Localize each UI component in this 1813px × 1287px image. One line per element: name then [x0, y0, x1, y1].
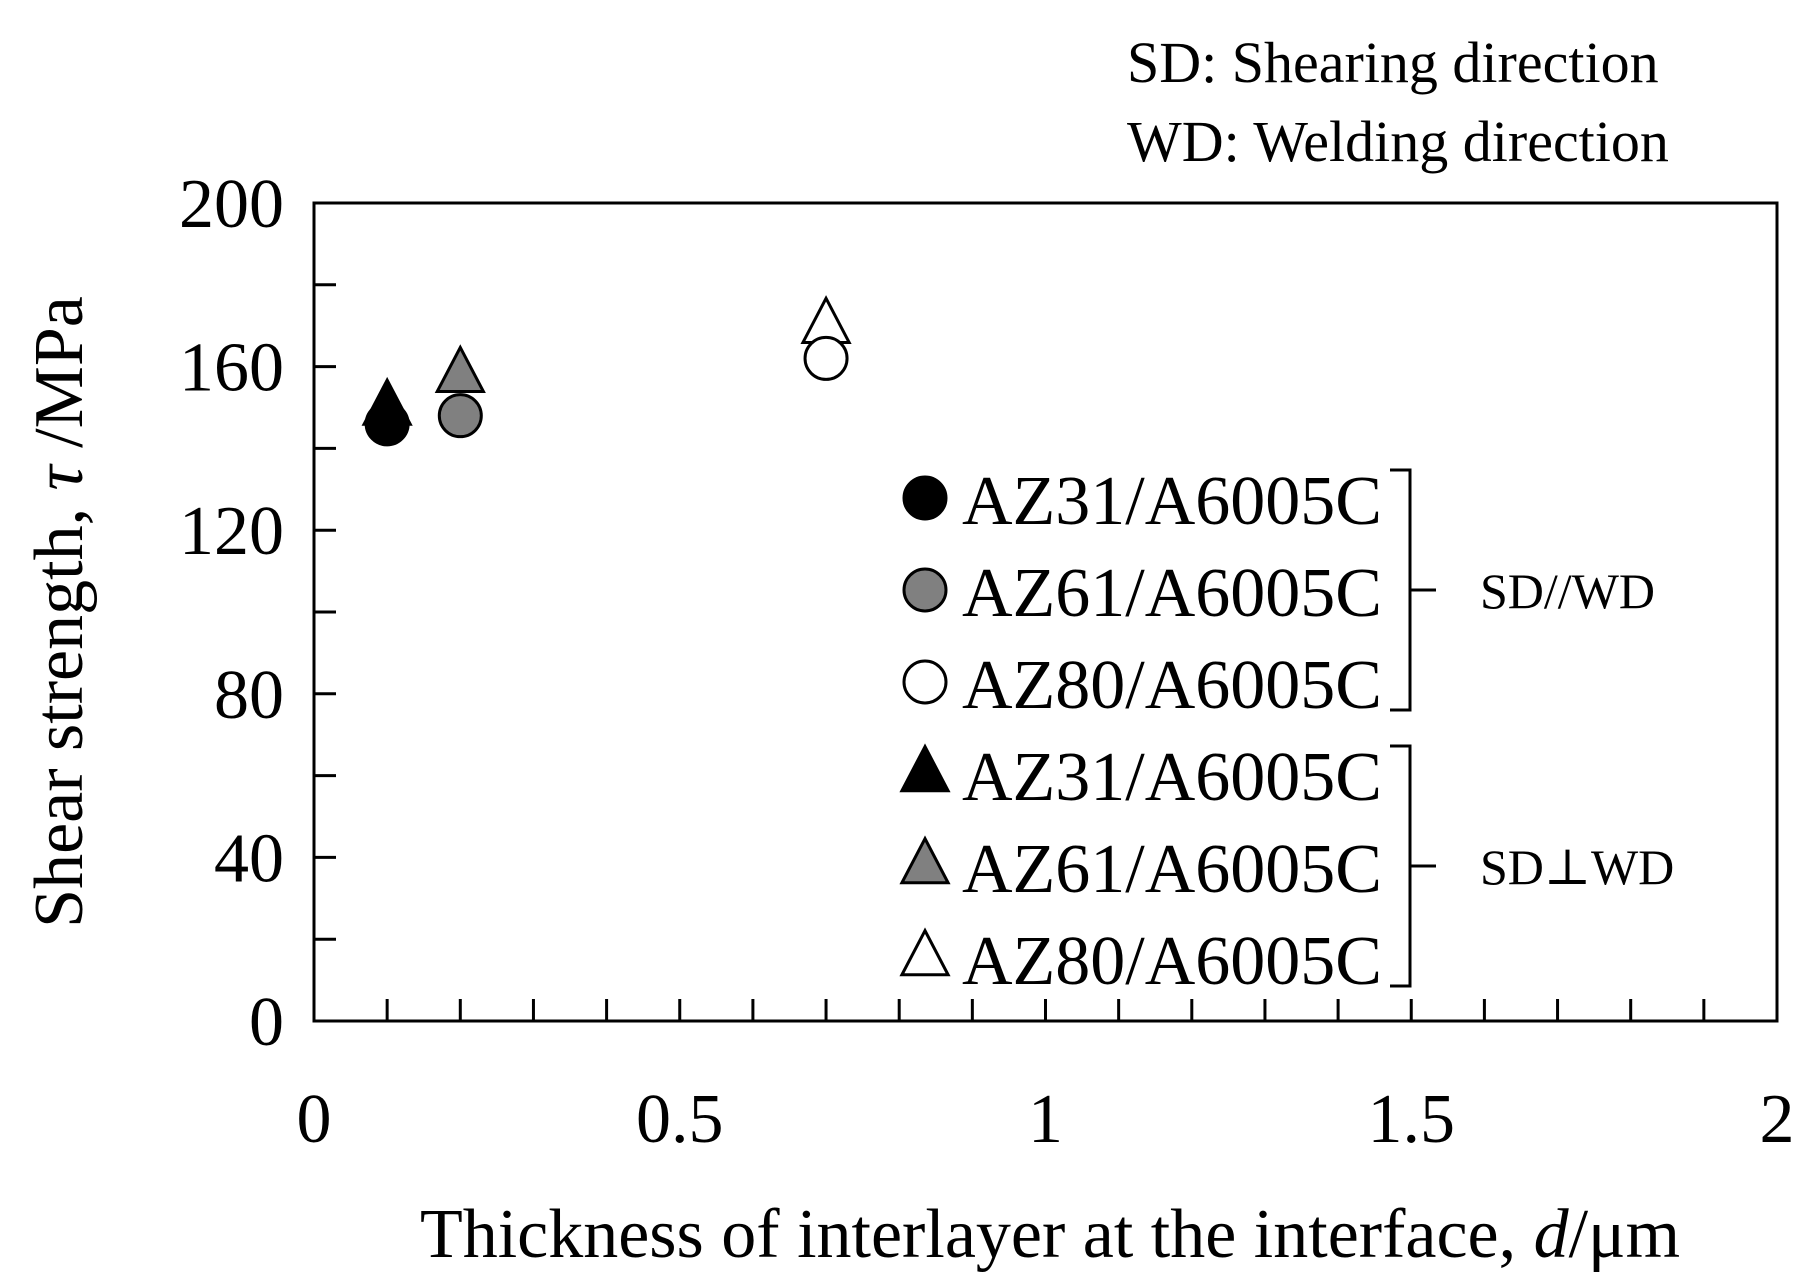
y-tick-label: 40 — [214, 820, 284, 897]
legend-group-bracket-parallel-label: SD//WD — [1480, 563, 1655, 619]
y-tick-label: 0 — [249, 984, 284, 1061]
legend-marker — [899, 835, 951, 885]
legend-label: AZ80/A6005C — [962, 923, 1382, 1000]
data-point-triangle — [434, 344, 486, 394]
legend-marker — [902, 475, 948, 521]
legend-label: AZ80/A6005C — [962, 647, 1382, 724]
x-tick-label: 2 — [1760, 1081, 1795, 1158]
y-axis-title: Shear strength, τ /MPa — [21, 296, 98, 928]
x-tick-label: 0 — [297, 1081, 332, 1158]
legend-label: AZ61/A6005C — [962, 555, 1382, 632]
legend-label: AZ31/A6005C — [962, 739, 1382, 816]
legend-marker — [899, 927, 951, 977]
y-tick-label: 120 — [179, 493, 284, 570]
data-point-triangle — [800, 295, 852, 344]
legend-marker — [902, 659, 948, 705]
x-tick-label: 1.5 — [1368, 1081, 1456, 1158]
x-axis-title: Thickness of interlayer at the interface… — [420, 1196, 1680, 1273]
legend-marker — [899, 743, 951, 793]
note-shearing-direction: SD: Shearing direction — [1127, 30, 1659, 95]
x-tick-label: 0.5 — [636, 1081, 724, 1158]
y-tick-label: 80 — [214, 657, 284, 734]
data-point-circle — [437, 393, 483, 439]
legend-group-bracket-parallel — [1390, 468, 1436, 712]
data-point-circle — [364, 401, 410, 447]
note-welding-direction: WD: Welding direction — [1127, 109, 1669, 174]
x-tick-label: 1 — [1028, 1081, 1063, 1158]
legend-group-bracket-perpendicular — [1390, 744, 1436, 988]
legend-marker — [902, 567, 948, 613]
y-tick-label: 200 — [179, 166, 284, 243]
legend-group-bracket-perpendicular-label: SD⊥WD — [1480, 839, 1674, 895]
legend-label: AZ31/A6005C — [962, 463, 1382, 540]
y-tick-label: 160 — [179, 330, 284, 407]
legend-label: AZ61/A6005C — [962, 831, 1382, 908]
data-point-circle — [803, 335, 849, 381]
